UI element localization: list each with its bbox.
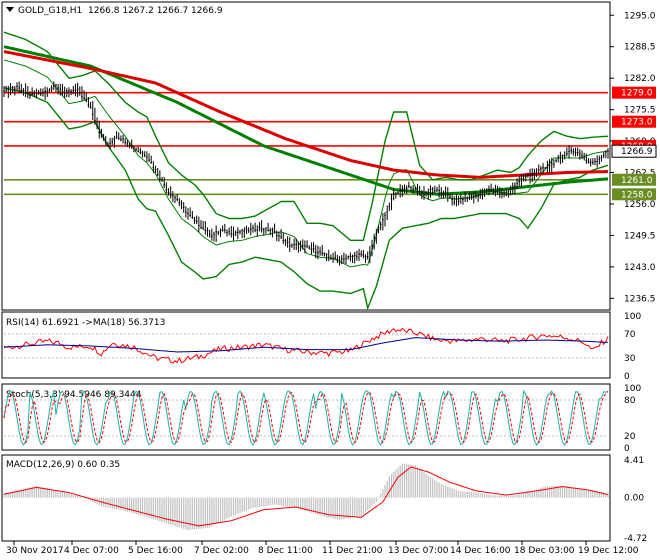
time-tick-label-9: 19 Dec 12:00 (578, 546, 639, 556)
time-tick-label-4: 8 Dec 11:00 (258, 546, 313, 556)
time-tick-label-8: 18 Dec 03:00 (514, 546, 575, 556)
rsi-tick-1: 70 (624, 330, 636, 340)
rsi-tick-0: 100 (624, 312, 641, 322)
level-tag-1 (612, 115, 656, 128)
price-tick-label-2: 1282.0 (624, 74, 656, 84)
stoch-tick-3: 0 (624, 444, 630, 454)
bollinger-lower (3, 87, 609, 311)
rsi-pane-frame (1, 311, 611, 379)
price-tick-label-8: 1243.0 (624, 263, 656, 273)
level-tag-label-0: 1279.0 (621, 89, 653, 99)
rsi-pane: 100 70 30 0 (3, 312, 641, 382)
stoch-pane: 100 80 20 0 (3, 384, 641, 454)
symbol-label: GOLD_G18,H1 (18, 6, 82, 16)
rsi-tick-2: 30 (624, 354, 636, 364)
level-tag-0 (612, 86, 656, 99)
macd-title: MACD(12,26,9) 0.60 0.35 (6, 460, 120, 470)
price-tick-label-6: 1256.0 (624, 200, 656, 210)
time-tick-label-3: 7 Dec 02:00 (194, 546, 249, 556)
time-tick-label-6: 13 Dec 07:00 (388, 546, 449, 556)
stoch-tick-0: 100 (624, 384, 641, 394)
stoch-tick-1: 80 (624, 396, 636, 406)
rsi-title: RSI(14) 61.6921 ->MA(18) 56.3713 (6, 318, 165, 328)
stoch-tick-2: 20 (624, 432, 636, 442)
time-tick-label-7: 14 Dec 16:00 (450, 546, 511, 556)
macd-tick-2: -4.72 (624, 534, 647, 544)
macd-pane-frame (1, 454, 611, 542)
level-tag-label-3: 1261.0 (621, 176, 653, 186)
time-tick-label-5: 11 Dec 21:00 (322, 546, 383, 556)
price-tick-label-7: 1249.5 (624, 231, 656, 241)
macd-signal-line (3, 466, 609, 527)
moving-average-red (3, 50, 609, 179)
price-candles (3, 81, 609, 266)
price-axis: 1295.01288.51282.01275.51269.01262.51256… (610, 11, 657, 304)
price-tick-label-1: 1288.5 (624, 43, 656, 53)
time-tick-label-0: 30 Nov 2017 (6, 546, 64, 556)
price-pane-frame (1, 1, 611, 311)
ohlc-values: 1266.8 1267.2 1266.7 1266.9 (88, 6, 223, 16)
level-tag-3 (612, 173, 656, 186)
stoch-pane-frame (1, 383, 611, 451)
moving-averages (3, 45, 609, 196)
level-tag-label-4: 1258.0 (621, 190, 653, 200)
rsi-tick-3: 0 (624, 372, 630, 382)
price-tick-label-0: 1295.0 (624, 11, 656, 21)
symbol-dropdown-icon[interactable] (6, 7, 14, 12)
time-tick-label-2: 5 Dec 16:00 (128, 546, 183, 556)
macd-tick-1: 0.00 (624, 494, 644, 504)
rsi-ma-line (3, 337, 609, 353)
macd-pane: 4.41 0.00 -4.72 (3, 456, 647, 544)
stoch-title: Stoch(5,3,3) 94.5946 89.3444 (6, 390, 142, 400)
stoch-signal-line (3, 391, 609, 444)
level-tag-4 (612, 188, 656, 201)
price-tick-label-5: 1262.5 (624, 169, 656, 179)
bollinger-bands (3, 31, 609, 311)
last-price-label: 1266.9 (621, 147, 653, 157)
bollinger-middle (3, 59, 609, 268)
price-tick-label-9: 1236.5 (624, 294, 656, 304)
time-tick-label-1: 4 Dec 07:00 (64, 546, 119, 556)
bollinger-upper (3, 31, 609, 241)
last-price-tag (611, 144, 657, 158)
stoch-main-line (3, 389, 609, 446)
macd-tick-0: 4.41 (624, 456, 644, 466)
level-tag-label-1: 1273.0 (621, 118, 653, 128)
time-axis: 30 Nov 2017 4 Dec 07:00 5 Dec 16:00 7 Dec 0… (6, 541, 639, 556)
price-tick-label-3: 1275.5 (624, 106, 656, 116)
